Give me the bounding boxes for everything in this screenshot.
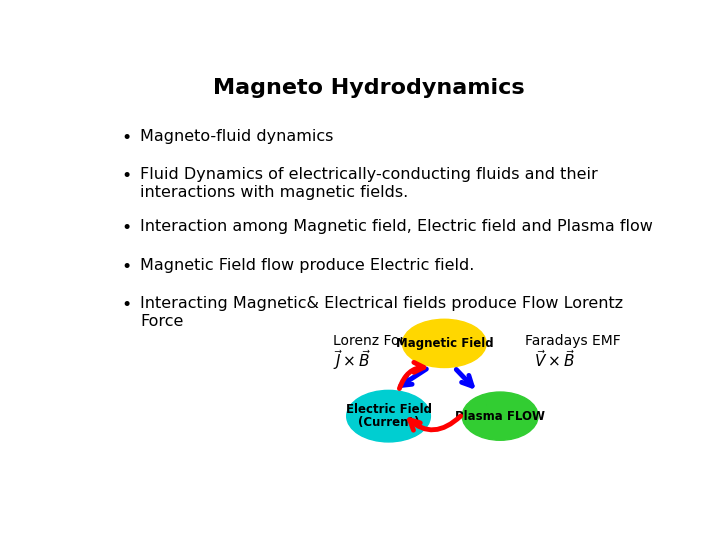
Text: •: • [121,167,131,185]
Text: Lorenz Force: Lorenz Force [333,334,421,348]
Text: •: • [121,129,131,147]
Text: •: • [121,295,131,314]
Text: (Current): (Current) [358,416,419,429]
Text: Faradays EMF: Faradays EMF [526,334,621,348]
Text: Fluid Dynamics of electrically-conducting fluids and their
interactions with mag: Fluid Dynamics of electrically-conductin… [140,167,598,200]
Text: •: • [121,258,131,276]
Text: $\vec{V}\times\vec{B}$: $\vec{V}\times\vec{B}$ [534,349,575,370]
Text: Magneto-fluid dynamics: Magneto-fluid dynamics [140,129,333,144]
Text: •: • [121,219,131,237]
Text: Magnetic Field flow produce Electric field.: Magnetic Field flow produce Electric fie… [140,258,474,273]
Text: Magneto Hydrodynamics: Magneto Hydrodynamics [213,78,525,98]
Text: $\vec{J}\times\vec{B}$: $\vec{J}\times\vec{B}$ [333,348,371,372]
Text: Plasma FLOW: Plasma FLOW [455,410,545,423]
Text: Interaction among Magnetic field, Electric field and Plasma flow: Interaction among Magnetic field, Electr… [140,219,653,234]
Ellipse shape [347,390,431,442]
Text: Magnetic Field: Magnetic Field [395,337,493,350]
Text: Electric Field: Electric Field [346,403,431,416]
Text: Interacting Magnetic& Electrical fields produce Flow Lorentz
Force: Interacting Magnetic& Electrical fields … [140,295,624,329]
Ellipse shape [402,319,486,368]
Ellipse shape [462,392,538,440]
